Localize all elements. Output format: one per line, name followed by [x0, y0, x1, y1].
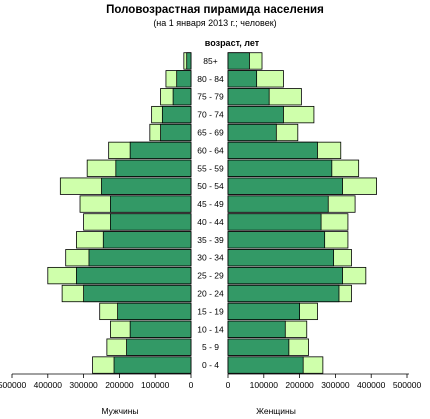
- age-label: 85+: [203, 56, 217, 66]
- men-label: Мужчины: [101, 406, 138, 416]
- bar-left-dark-40-44: [110, 213, 192, 231]
- x-tick-label-right: 300000: [321, 380, 350, 390]
- age-label: 55 - 59: [197, 163, 224, 173]
- bar-right-dark-40-44: [227, 213, 322, 231]
- age-label: 50 - 54: [197, 181, 224, 191]
- bars-group: [47, 52, 377, 374]
- bar-right-dark-60-64: [227, 141, 318, 160]
- bar-left-dark-50-54: [101, 177, 192, 195]
- bar-left-dark-25-29: [76, 266, 192, 285]
- x-tick-label-left: 300000: [69, 380, 98, 390]
- bar-right-dark-55-59: [227, 159, 333, 177]
- bar-left-dark-20-24: [83, 284, 192, 303]
- bar-left-dark-80-84: [176, 70, 192, 88]
- age-label: 30 - 34: [197, 253, 224, 263]
- bar-right-dark-85+: [227, 52, 250, 70]
- bar-right-dark-30-34: [227, 249, 335, 267]
- age-label: 60 - 64: [197, 145, 224, 155]
- bar-left-dark-85+: [186, 52, 192, 70]
- x-tick-label-right: 100000: [250, 380, 279, 390]
- x-tick-label-left: 0: [189, 380, 194, 390]
- bar-right-dark-15-19: [227, 302, 300, 321]
- bar-left-dark-10-14: [129, 320, 192, 338]
- bar-right-dark-35-39: [227, 231, 326, 249]
- bar-right-dark-0-4: [227, 356, 304, 374]
- age-labels-group: 0 - 4 5 - 9 10 - 14 15 - 19 20 - 24 25 - 29 30…: [197, 56, 224, 370]
- bar-left-dark-70-74: [161, 105, 192, 124]
- age-label: 70 - 74: [197, 110, 224, 120]
- x-tick-label-left: 100000: [141, 380, 170, 390]
- age-label: 65 - 69: [197, 128, 224, 138]
- women-label: Женщины: [256, 406, 296, 416]
- age-label: 15 - 19: [197, 306, 224, 316]
- bar-right-dark-50-54: [227, 177, 343, 195]
- x-tick-label-right: 400000: [357, 380, 386, 390]
- bar-right-dark-70-74: [227, 105, 284, 124]
- bar-left-dark-5-9: [126, 338, 192, 356]
- chart-subtitle: (на 1 января 2013 г.; человек): [153, 18, 276, 28]
- age-label: 20 - 24: [197, 289, 224, 299]
- bar-right-dark-10-14: [227, 320, 286, 338]
- bar-left-dark-15-19: [117, 302, 192, 321]
- bar-right-dark-5-9: [227, 338, 290, 356]
- bar-right-dark-80-84: [227, 70, 258, 88]
- y-axis-label: возраст, лет: [205, 38, 260, 48]
- age-label: 45 - 49: [197, 199, 224, 209]
- age-label: 10 - 14: [197, 324, 224, 334]
- bar-left-dark-0-4: [113, 356, 192, 374]
- bar-left-dark-55-59: [115, 159, 192, 177]
- bar-left-dark-30-34: [88, 249, 192, 267]
- chart-title: Половозрастная пирамида населения: [106, 4, 324, 16]
- age-label: 80 - 84: [197, 74, 224, 84]
- x-tick-label-right: 200000: [285, 380, 314, 390]
- x-tick-label-left: 500000: [0, 380, 26, 390]
- bar-left-dark-45-49: [110, 195, 192, 213]
- age-label: 40 - 44: [197, 217, 224, 227]
- bar-right-dark-75-79: [227, 88, 270, 106]
- axes-group: 500000 400000 300000 200000 100000 0 0 100000 20…: [0, 373, 422, 390]
- age-label: 25 - 29: [197, 271, 224, 281]
- age-label: 75 - 79: [197, 92, 224, 102]
- bar-left-dark-65-69: [160, 123, 192, 142]
- bar-right-dark-45-49: [227, 195, 329, 213]
- bar-left-dark-75-79: [172, 88, 192, 106]
- age-label: 0 - 4: [202, 360, 219, 370]
- x-tick-label-right: 500000: [393, 380, 422, 390]
- bar-right-dark-20-24: [227, 284, 340, 303]
- x-tick-label-left: 200000: [105, 380, 134, 390]
- bar-right-dark-25-29: [227, 266, 343, 285]
- age-label: 5 - 9: [202, 342, 219, 352]
- bar-left-dark-60-64: [129, 141, 192, 160]
- age-label: 35 - 39: [197, 235, 224, 245]
- bar-left-dark-35-39: [102, 231, 192, 249]
- x-tick-label-right: 0: [226, 380, 231, 390]
- bar-right-dark-65-69: [227, 123, 277, 142]
- x-tick-label-left: 400000: [34, 380, 63, 390]
